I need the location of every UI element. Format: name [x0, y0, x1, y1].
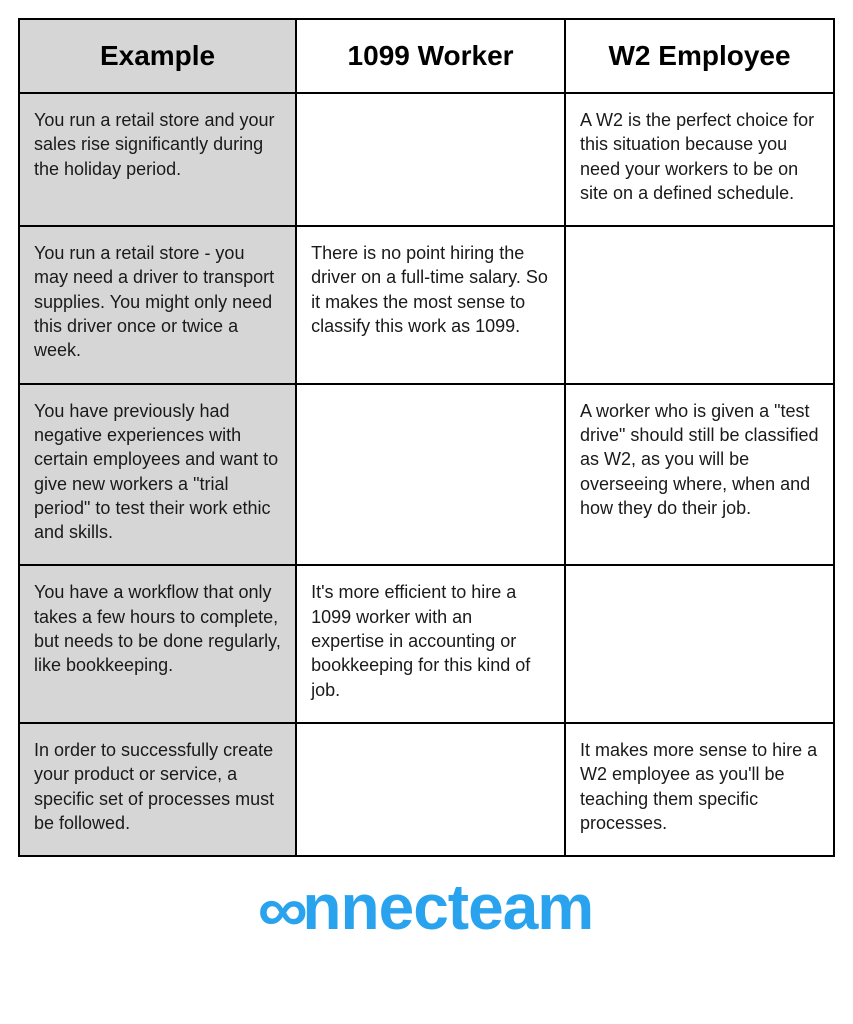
cell-w2: A W2 is the perfect choice for this situ…	[565, 93, 834, 226]
brand-logo: ∞nnecteam	[260, 875, 593, 939]
cell-1099: There is no point hiring the driver on a…	[296, 226, 565, 383]
comparison-table: Example 1099 Worker W2 Employee You run …	[18, 18, 835, 857]
cell-w2	[565, 565, 834, 722]
cell-1099	[296, 93, 565, 226]
infinity-icon: ∞	[258, 877, 307, 941]
cell-1099	[296, 723, 565, 856]
cell-w2: It makes more sense to hire a W2 employe…	[565, 723, 834, 856]
brand-logo-text: nnecteam	[302, 875, 593, 939]
cell-example: You have previously had negative experie…	[19, 384, 296, 566]
brand-logo-wrap: ∞nnecteam	[18, 857, 835, 939]
cell-example: In order to successfully create your pro…	[19, 723, 296, 856]
table-row: You have a workflow that only takes a fe…	[19, 565, 834, 722]
table-row: In order to successfully create your pro…	[19, 723, 834, 856]
table-row: You run a retail store and your sales ri…	[19, 93, 834, 226]
cell-1099	[296, 384, 565, 566]
cell-example: You run a retail store - you may need a …	[19, 226, 296, 383]
col-header-1099: 1099 Worker	[296, 19, 565, 93]
table-header-row: Example 1099 Worker W2 Employee	[19, 19, 834, 93]
col-header-w2: W2 Employee	[565, 19, 834, 93]
cell-w2: A worker who is given a "test drive" sho…	[565, 384, 834, 566]
page: Example 1099 Worker W2 Employee You run …	[0, 0, 853, 1024]
table-row: You run a retail store - you may need a …	[19, 226, 834, 383]
cell-example: You have a workflow that only takes a fe…	[19, 565, 296, 722]
col-header-example: Example	[19, 19, 296, 93]
cell-w2	[565, 226, 834, 383]
table-row: You have previously had negative experie…	[19, 384, 834, 566]
cell-example: You run a retail store and your sales ri…	[19, 93, 296, 226]
cell-1099: It's more efficient to hire a 1099 worke…	[296, 565, 565, 722]
